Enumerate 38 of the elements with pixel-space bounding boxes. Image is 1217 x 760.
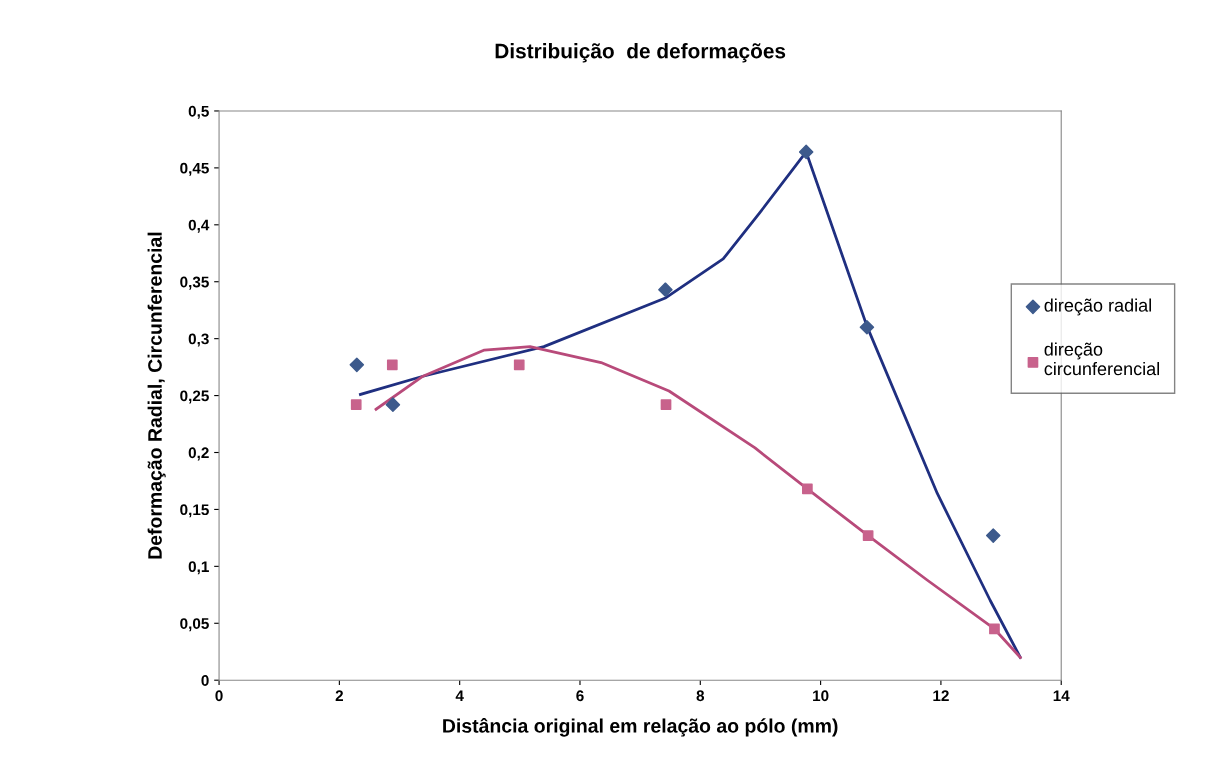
point: [385, 397, 401, 412]
point: [658, 282, 673, 297]
y-tick-label: 0: [201, 675, 209, 686]
y-tick-label: 0,5: [188, 105, 209, 119]
y-tick-label: 0,3: [188, 333, 209, 347]
y-tick-label: 0,05: [180, 618, 209, 632]
point: [802, 483, 813, 495]
point: [513, 359, 525, 371]
y-tick-label: 0,35: [180, 276, 209, 290]
point: [862, 530, 874, 541]
point: [349, 357, 365, 373]
x-tick-label: 4: [455, 690, 464, 701]
x-tick-label: 2: [335, 690, 344, 701]
y-axis-title: Deformação Radial, Circunferencial: [147, 232, 166, 559]
line-series: [374, 345, 1022, 659]
y-tick-label: 0,2: [188, 447, 209, 461]
x-tick-label: 14: [1053, 690, 1070, 701]
x-tick-label: 0: [215, 690, 223, 702]
x-tick-label: 12: [933, 690, 949, 701]
y-tick-label: 0,25: [180, 390, 209, 404]
x-tick-label: 10: [813, 690, 829, 702]
point: [859, 319, 875, 335]
chart-title: Distribuição de deformações: [495, 43, 786, 63]
y-tick-label: 0,15: [180, 504, 209, 518]
point: [386, 359, 398, 371]
x-tick-label: 6: [576, 690, 584, 702]
x-tick-label: 8: [696, 690, 705, 702]
point: [989, 623, 1000, 635]
legend-label: direção radial: [1044, 298, 1151, 316]
legend-label: direção circunferencial: [1044, 342, 1159, 376]
point: [798, 144, 814, 160]
point: [985, 528, 1001, 543]
y-tick-label: 0,45: [180, 162, 209, 176]
y-tick-label: 0,4: [188, 219, 210, 233]
point: [660, 399, 672, 411]
y-tick-label: 0,1: [188, 561, 209, 575]
x-axis-title: Distância original em relação ao pólo (mm): [443, 718, 838, 737]
point: [350, 399, 362, 411]
